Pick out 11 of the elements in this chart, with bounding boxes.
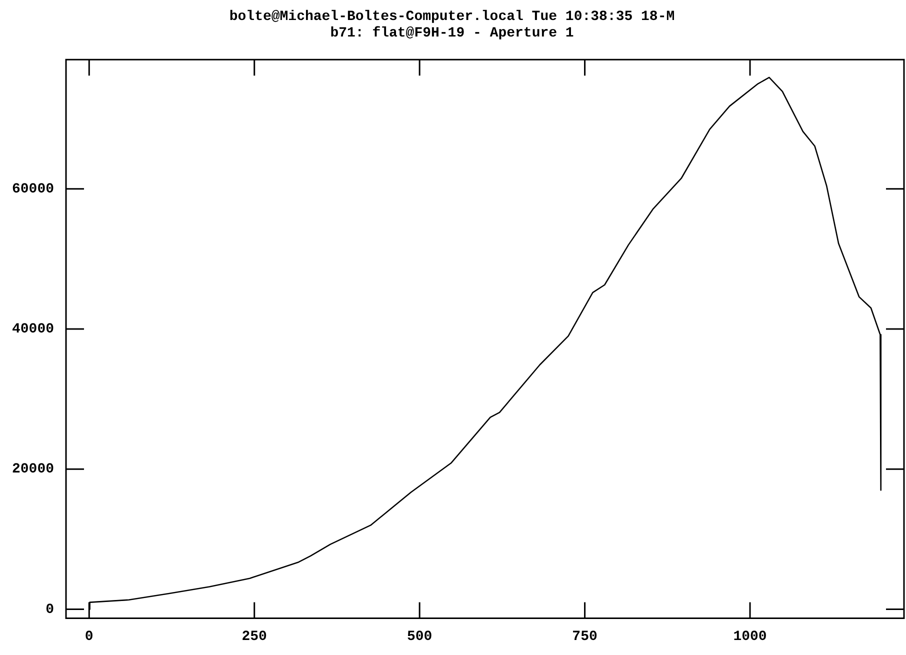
y-tick-label: 40000 bbox=[12, 322, 54, 338]
x-tick-label: 1000 bbox=[733, 629, 767, 646]
x-tick-label: 250 bbox=[242, 629, 267, 646]
chart-title: bolte@Michael-Boltes-Computer.local Tue 10:38:35 18-M bbox=[229, 8, 675, 25]
y-tick-label: 20000 bbox=[12, 462, 54, 478]
x-tick-label: 500 bbox=[406, 629, 432, 646]
x-tick-label: 750 bbox=[572, 629, 598, 646]
x-tick-label: 0 bbox=[84, 629, 94, 646]
y-tick-label: 60000 bbox=[12, 181, 54, 198]
y-tick-label: 0 bbox=[46, 602, 54, 618]
chart-subtitle: b71: flat@F9H-19 - Aperture 1 bbox=[330, 26, 574, 42]
